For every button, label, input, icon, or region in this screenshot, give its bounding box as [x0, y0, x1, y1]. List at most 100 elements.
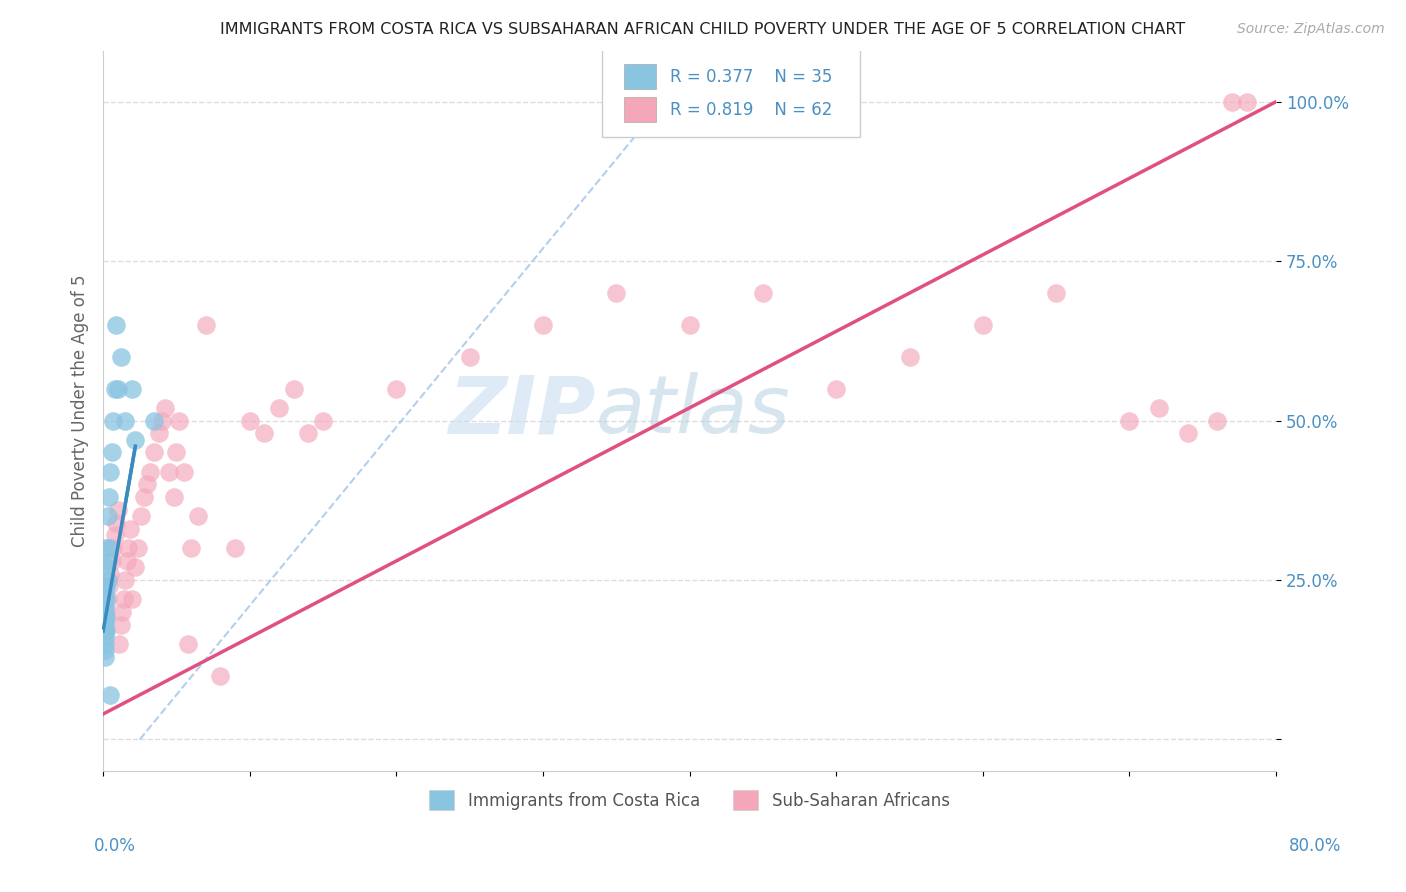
Point — [94, 579, 117, 593]
Point — [105, 516, 128, 530]
Point — [267, 401, 290, 415]
Point — [110, 350, 132, 364]
Point — [94, 560, 117, 574]
Point — [972, 318, 994, 332]
Point — [239, 414, 262, 428]
Text: IMMIGRANTS FROM COSTA RICA VS SUBSAHARAN AFRICAN CHILD POVERTY UNDER THE AGE OF : IMMIGRANTS FROM COSTA RICA VS SUBSAHARAN… — [221, 22, 1185, 37]
Point — [98, 579, 121, 593]
FancyBboxPatch shape — [624, 97, 655, 122]
Point — [104, 528, 127, 542]
Point — [224, 541, 246, 556]
Point — [110, 617, 132, 632]
Point — [94, 541, 117, 556]
Point — [101, 554, 124, 568]
Point — [114, 414, 136, 428]
Point — [1236, 95, 1258, 109]
Point — [107, 382, 129, 396]
FancyBboxPatch shape — [602, 47, 859, 137]
Point — [129, 509, 152, 524]
Point — [177, 637, 200, 651]
Point — [117, 541, 139, 556]
Point — [93, 643, 115, 657]
Point — [187, 509, 209, 524]
Point — [114, 573, 136, 587]
Point — [93, 617, 115, 632]
Text: Source: ZipAtlas.com: Source: ZipAtlas.com — [1237, 22, 1385, 37]
Point — [1206, 414, 1229, 428]
Point — [283, 382, 305, 396]
Point — [93, 579, 115, 593]
Point — [100, 566, 122, 581]
Point — [150, 414, 173, 428]
Point — [1147, 401, 1170, 415]
Point — [312, 414, 335, 428]
Point — [124, 560, 146, 574]
Point — [143, 414, 166, 428]
Point — [143, 445, 166, 459]
Point — [100, 465, 122, 479]
Point — [93, 599, 115, 613]
Point — [94, 611, 117, 625]
Point — [103, 414, 125, 428]
Point — [157, 465, 180, 479]
Point — [107, 503, 129, 517]
Point — [605, 286, 627, 301]
Point — [752, 286, 775, 301]
Point — [115, 554, 138, 568]
Point — [93, 631, 115, 645]
Point — [94, 624, 117, 638]
Legend: Immigrants from Costa Rica, Sub-Saharan Africans: Immigrants from Costa Rica, Sub-Saharan … — [423, 783, 956, 817]
Point — [253, 426, 276, 441]
Point — [112, 592, 135, 607]
Point — [93, 624, 115, 638]
Point — [93, 611, 115, 625]
Point — [93, 592, 115, 607]
Point — [93, 624, 115, 638]
Point — [96, 592, 118, 607]
Point — [136, 477, 159, 491]
Point — [104, 382, 127, 396]
Point — [825, 382, 848, 396]
Point — [121, 592, 143, 607]
Point — [209, 669, 232, 683]
Point — [98, 490, 121, 504]
Point — [100, 688, 122, 702]
Point — [101, 445, 124, 459]
Point — [180, 541, 202, 556]
Point — [134, 490, 156, 504]
Point — [96, 573, 118, 587]
Text: R = 0.377    N = 35: R = 0.377 N = 35 — [669, 68, 832, 86]
Point — [118, 522, 141, 536]
Text: atlas: atlas — [596, 372, 790, 450]
Point — [1118, 414, 1140, 428]
Point — [105, 318, 128, 332]
Point — [898, 350, 921, 364]
FancyBboxPatch shape — [624, 63, 655, 89]
Point — [385, 382, 408, 396]
Text: ZIP: ZIP — [449, 372, 596, 450]
Point — [111, 605, 134, 619]
Point — [94, 592, 117, 607]
Point — [93, 649, 115, 664]
Point — [98, 541, 121, 556]
Text: R = 0.819    N = 62: R = 0.819 N = 62 — [669, 101, 832, 119]
Point — [173, 465, 195, 479]
Point — [169, 414, 191, 428]
Point — [94, 605, 117, 619]
Point — [96, 509, 118, 524]
Point — [531, 318, 554, 332]
Y-axis label: Child Poverty Under the Age of 5: Child Poverty Under the Age of 5 — [72, 275, 89, 548]
Point — [103, 541, 125, 556]
Point — [1045, 286, 1067, 301]
Point — [93, 586, 115, 600]
Point — [678, 318, 700, 332]
Point — [121, 382, 143, 396]
Text: 0.0%: 0.0% — [94, 837, 136, 855]
Point — [139, 465, 162, 479]
Text: 80.0%: 80.0% — [1288, 837, 1341, 855]
Point — [162, 490, 184, 504]
Point — [165, 445, 187, 459]
Point — [127, 541, 149, 556]
Point — [1220, 95, 1243, 109]
Point — [194, 318, 217, 332]
